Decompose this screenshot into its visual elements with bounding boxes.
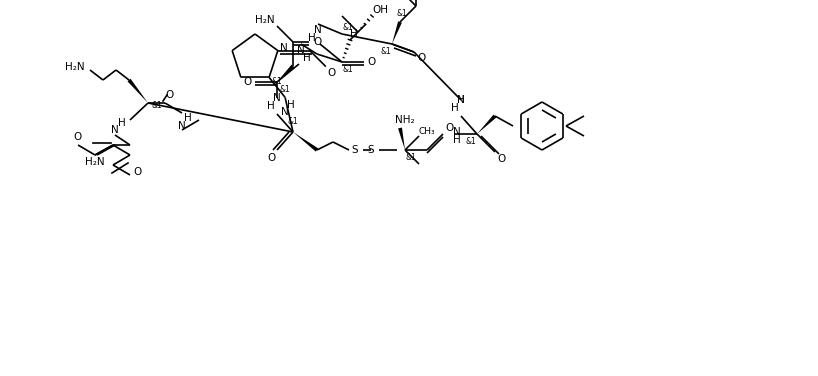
Polygon shape	[392, 21, 402, 44]
Text: O: O	[368, 57, 376, 67]
Text: N: N	[273, 93, 281, 103]
Text: &1: &1	[406, 153, 416, 162]
Text: O: O	[267, 153, 275, 163]
Text: N: N	[111, 125, 119, 135]
Text: CH₃: CH₃	[419, 127, 435, 136]
Text: N: N	[453, 127, 461, 137]
Text: S: S	[367, 145, 375, 155]
Text: O: O	[134, 167, 142, 177]
Text: &1: &1	[343, 65, 353, 74]
Text: N: N	[178, 121, 186, 131]
Text: H: H	[287, 100, 295, 111]
Text: H: H	[453, 135, 461, 145]
Text: O: O	[418, 53, 426, 63]
Text: N: N	[280, 42, 288, 53]
Text: O: O	[74, 132, 82, 142]
Text: &1: &1	[152, 100, 163, 109]
Polygon shape	[277, 65, 294, 82]
Text: H: H	[267, 101, 275, 111]
Text: &1: &1	[465, 138, 476, 147]
Text: H₂N: H₂N	[65, 62, 85, 72]
Text: &1: &1	[380, 47, 391, 56]
Text: H: H	[457, 95, 465, 105]
Text: NH₂: NH₂	[395, 115, 415, 125]
Text: H: H	[118, 118, 126, 128]
Text: N: N	[457, 95, 465, 105]
Text: O: O	[497, 154, 506, 164]
Text: OH: OH	[372, 5, 388, 15]
Text: O: O	[445, 123, 453, 133]
Text: H₂N: H₂N	[255, 15, 275, 25]
Text: N: N	[281, 108, 289, 117]
Polygon shape	[293, 132, 318, 152]
Text: O: O	[243, 77, 251, 87]
Text: &1: &1	[272, 77, 282, 86]
Text: &1: &1	[343, 23, 353, 32]
Text: &1: &1	[280, 85, 290, 94]
Text: O: O	[328, 68, 336, 77]
Text: H: H	[308, 33, 316, 43]
Text: S: S	[352, 145, 358, 155]
Text: N: N	[314, 25, 321, 35]
Text: O: O	[166, 90, 174, 100]
Polygon shape	[477, 115, 497, 134]
Text: N: N	[297, 45, 305, 55]
Polygon shape	[398, 127, 405, 150]
Text: H: H	[303, 53, 311, 63]
Text: H: H	[350, 29, 358, 39]
Polygon shape	[128, 79, 148, 103]
Text: O: O	[312, 37, 321, 47]
Text: H₂N: H₂N	[85, 157, 105, 167]
Text: H: H	[184, 113, 192, 123]
Text: &1: &1	[397, 9, 407, 18]
Text: &1: &1	[288, 117, 299, 126]
Text: H: H	[451, 103, 459, 113]
